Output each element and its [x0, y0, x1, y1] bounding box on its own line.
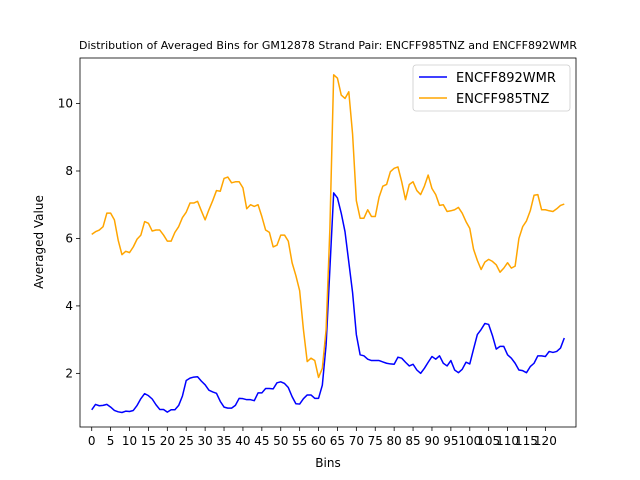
x-tick-label: 60 [311, 434, 326, 448]
x-tick-label: 35 [216, 434, 231, 448]
y-axis-ticks: 2 4 6 8 10 [58, 97, 80, 380]
legend-label: ENCFF892WMR [456, 71, 556, 86]
x-tick-label: 50 [273, 434, 288, 448]
x-tick-label: 110 [496, 434, 519, 448]
x-tick-label: 40 [235, 434, 250, 448]
legend-box [412, 64, 571, 112]
series-line-encff892wmr [91, 192, 565, 414]
x-tick-label: 10 [122, 434, 137, 448]
x-tick-label: 45 [254, 434, 269, 448]
x-tick-label: 95 [443, 434, 458, 448]
plot-frame [79, 57, 577, 428]
x-tick-label: 75 [368, 434, 383, 448]
y-axis-label: Averaged Value [32, 195, 46, 289]
legend-label: ENCFF985TNZ [456, 92, 549, 107]
x-tick-label: 100 [458, 434, 481, 448]
x-tick-label: 90 [424, 434, 439, 448]
series-layer [91, 74, 565, 414]
x-axis-ticks: 0 5 10 15 20 25 30 35 40 45 50 55 60 65 70 75 80 85 90 95 10… [88, 427, 557, 448]
x-tick-label: 85 [405, 434, 420, 448]
x-axis-label: Bins [315, 456, 340, 470]
x-tick-label: 80 [387, 434, 402, 448]
x-tick-label: 0 [88, 434, 96, 448]
x-tick-label: 25 [179, 434, 194, 448]
x-tick-label: 65 [330, 434, 345, 448]
chart-title: Distribution of Averaged Bins for GM1287… [79, 39, 577, 52]
y-tick-label: 10 [58, 97, 73, 111]
x-tick-label: 15 [141, 434, 156, 448]
x-tick-label: 115 [515, 434, 538, 448]
x-tick-label: 120 [534, 434, 557, 448]
y-tick-label: 8 [65, 164, 73, 178]
y-tick-label: 6 [65, 231, 73, 245]
x-tick-label: 105 [477, 434, 500, 448]
x-tick-label: 5 [107, 434, 115, 448]
y-tick-label: 2 [65, 366, 73, 380]
series-line-encff985tnz [91, 74, 565, 379]
legend: ENCFF892WMR ENCFF985TNZ [412, 64, 571, 112]
x-tick-label: 30 [197, 434, 212, 448]
x-tick-label: 70 [349, 434, 364, 448]
x-tick-label: 55 [292, 434, 307, 448]
x-tick-label: 20 [160, 434, 175, 448]
y-tick-label: 4 [65, 299, 73, 313]
